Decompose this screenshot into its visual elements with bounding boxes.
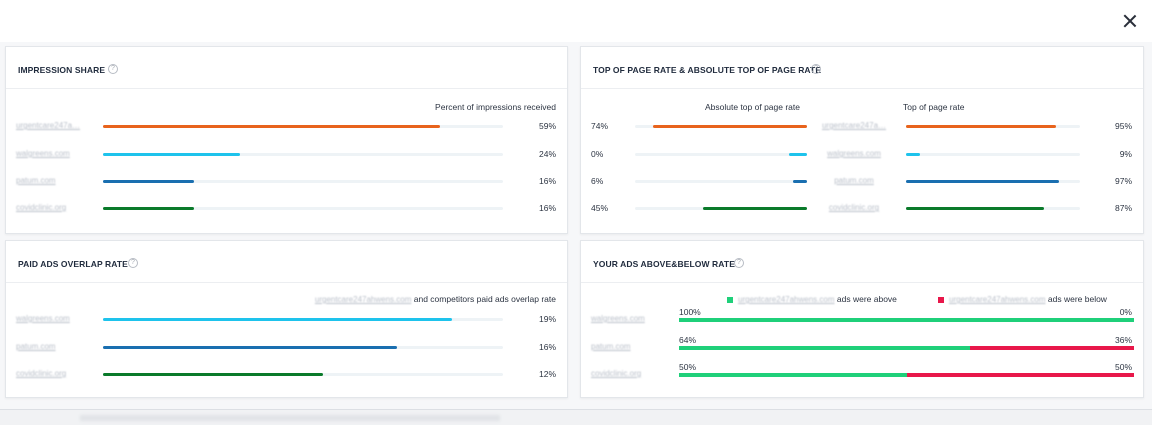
competitor-domain[interactable]: walgreens.com: [591, 314, 645, 323]
competitor-domain[interactable]: patum.com: [591, 342, 631, 351]
bar-fill: [103, 180, 195, 183]
top-bar-fill: [906, 153, 921, 156]
impression-share-card: IMPRESSION SHARE ? Percent of impression…: [5, 46, 568, 234]
percent-label: 59%: [538, 121, 556, 131]
below-bar: [970, 346, 1134, 350]
card-header: TOP OF PAGE RATE & ABSOLUTE TOP OF PAGE …: [581, 47, 1143, 89]
legend-below-domain[interactable]: urgentcare247ahwens.com: [949, 295, 1046, 304]
legend-below: urgentcare247ahwens.com ads were below: [949, 294, 1107, 304]
abs-bar-fill: [793, 180, 807, 183]
below-percent-label: 0%: [1119, 307, 1132, 317]
top-bar-track: [906, 153, 1080, 156]
percent-label: 19%: [538, 314, 556, 324]
competitor-domain[interactable]: covidclinic.org: [828, 203, 880, 212]
above-bar: [679, 346, 971, 350]
top-bar-fill: [906, 207, 1044, 210]
percent-label: 16%: [538, 203, 556, 213]
bar-track: [103, 153, 503, 156]
close-icon[interactable]: [1121, 12, 1139, 30]
percent-label: 24%: [538, 149, 556, 159]
bar-fill: [103, 373, 324, 376]
competitor-domain[interactable]: patum.com: [16, 342, 56, 351]
percent-label: 12%: [538, 369, 556, 379]
bar-fill: [103, 207, 195, 210]
top-bar-fill: [906, 125, 1057, 128]
help-icon[interactable]: ?: [128, 258, 138, 268]
above-percent-label: 50%: [679, 362, 697, 372]
abs-bar-track: [635, 153, 807, 156]
abs-bar-track: [635, 180, 807, 183]
help-icon[interactable]: ?: [734, 258, 744, 268]
chart-caption: Percent of impressions received: [435, 102, 556, 112]
modal-dialog: IMPRESSION SHARE ? Percent of impression…: [0, 0, 1152, 410]
percent-label: 16%: [538, 342, 556, 352]
top-of-page-card: TOP OF PAGE RATE & ABSOLUTE TOP OF PAGE …: [580, 46, 1144, 234]
competitor-domain[interactable]: urgentcare247a…: [821, 121, 887, 130]
abs-bar-fill: [653, 125, 807, 128]
card-title: IMPRESSION SHARE: [18, 65, 106, 75]
modal-header: [0, 0, 1152, 42]
bar-fill: [103, 125, 441, 128]
above-below-card: YOUR ADS ABOVE&BELOW RATE ? urgentcare24…: [580, 240, 1144, 398]
top-percent-label: 95%: [1114, 121, 1132, 131]
competitor-domain[interactable]: patum.com: [16, 176, 56, 185]
above-bar: [679, 318, 1134, 322]
top-percent-label: 97%: [1114, 176, 1132, 186]
percent-label: 16%: [538, 176, 556, 186]
legend-above: urgentcare247ahwens.com ads were above: [738, 294, 897, 304]
card-title: TOP OF PAGE RATE & ABSOLUTE TOP OF PAGE …: [593, 65, 822, 75]
below-bar: [906, 373, 1134, 377]
below-percent-label: 50%: [1114, 362, 1132, 372]
caption-text: and competitors paid ads overlap rate: [413, 294, 556, 304]
legend-above-swatch: [727, 297, 733, 303]
card-header: PAID ADS OVERLAP RATE ?: [6, 241, 567, 283]
abs-percent-label: 0%: [591, 149, 604, 159]
competitor-domain[interactable]: urgentcare247a…: [16, 121, 81, 130]
bar-track: [103, 207, 503, 210]
abs-percent-label: 6%: [591, 176, 604, 186]
abs-bar-fill: [702, 207, 807, 210]
above-percent-label: 100%: [679, 307, 701, 317]
top-percent-label: 9%: [1119, 149, 1132, 159]
abs-bar-fill: [789, 153, 807, 156]
bar-fill: [103, 318, 452, 321]
paid-overlap-card: PAID ADS OVERLAP RATE ? urgentcare247ahw…: [5, 240, 568, 398]
top-caption: Top of page rate: [903, 102, 965, 112]
competitor-domain[interactable]: covidclinic.org: [16, 369, 67, 378]
help-icon[interactable]: ?: [811, 64, 821, 74]
legend-above-text: ads were above: [836, 294, 897, 304]
competitor-domain[interactable]: patum.com: [834, 176, 874, 185]
competitor-domain[interactable]: covidclinic.org: [16, 203, 67, 212]
top-percent-label: 87%: [1114, 203, 1132, 213]
above-bar: [679, 373, 907, 377]
bar-track: [103, 180, 503, 183]
legend-below-swatch: [938, 297, 944, 303]
legend-below-text: ads were below: [1047, 294, 1107, 304]
card-title: YOUR ADS ABOVE&BELOW RATE: [593, 259, 735, 269]
competitor-domain[interactable]: covidclinic.org: [591, 369, 642, 378]
abs-top-caption: Absolute top of page rate: [705, 102, 800, 112]
card-header: YOUR ADS ABOVE&BELOW RATE ?: [581, 241, 1143, 283]
abs-percent-label: 74%: [591, 121, 609, 131]
card-title: PAID ADS OVERLAP RATE: [18, 259, 128, 269]
below-percent-label: 36%: [1114, 335, 1132, 345]
competitor-domain[interactable]: walgreens.com: [16, 149, 70, 158]
competitor-domain[interactable]: walgreens.com: [16, 314, 70, 323]
bar-fill: [103, 153, 241, 156]
abs-percent-label: 45%: [591, 203, 609, 213]
legend-above-domain[interactable]: urgentcare247ahwens.com: [738, 295, 835, 304]
card-header: IMPRESSION SHARE ?: [6, 47, 567, 89]
background-text: [80, 415, 500, 421]
above-percent-label: 64%: [679, 335, 697, 345]
chart-caption: urgentcare247ahwens.com and competitors …: [315, 294, 556, 304]
competitor-domain[interactable]: walgreens.com: [827, 149, 881, 158]
top-bar-fill: [906, 180, 1060, 183]
help-icon[interactable]: ?: [108, 64, 118, 74]
bar-fill: [103, 346, 397, 349]
own-domain[interactable]: urgentcare247ahwens.com: [314, 295, 412, 304]
